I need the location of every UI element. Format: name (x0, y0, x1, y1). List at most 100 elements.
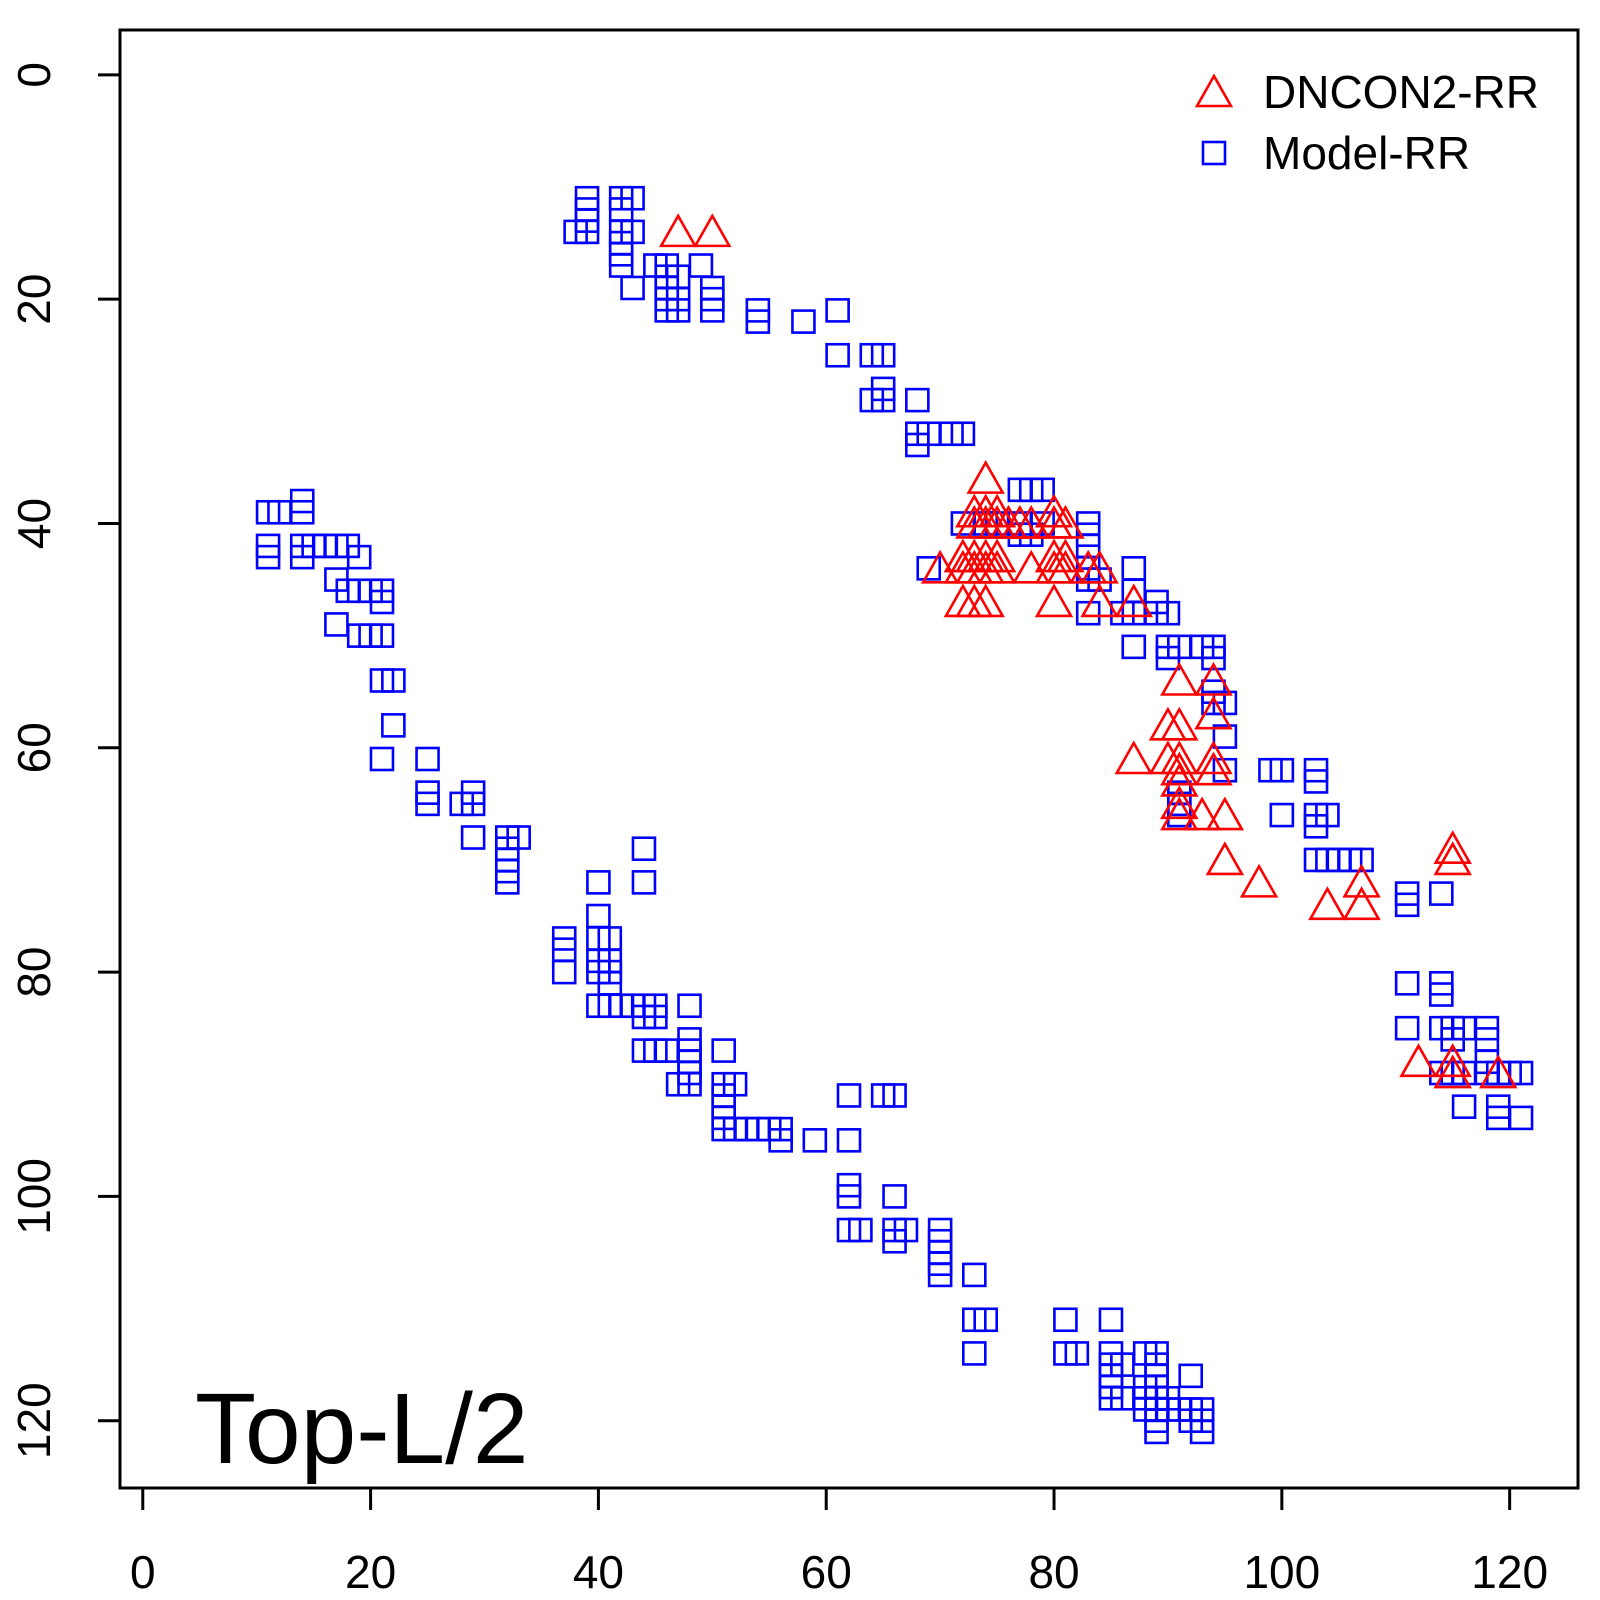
dncon2-rr-point (1182, 796, 1222, 831)
model-rr-point (1508, 1105, 1534, 1131)
model-rr-point (369, 623, 395, 648)
model-rr-point (1269, 802, 1295, 828)
x-tick-label: 60 (801, 1546, 852, 1598)
dncon2-rr-point (1239, 863, 1279, 898)
model-rr-point (1269, 757, 1295, 783)
y-tick-label: 60 (8, 722, 60, 773)
model-rr-point (381, 713, 406, 738)
dncon2-rr-point (1080, 583, 1119, 618)
dncon2-rr-point (1205, 796, 1245, 831)
model-rr-point (802, 1128, 828, 1153)
plot-frame (118, 28, 1580, 1490)
model-rr-point (870, 387, 896, 413)
dncon2-rr-point (1433, 830, 1472, 865)
dncon2-rr-point (955, 583, 994, 618)
model-rr-point (836, 1083, 862, 1108)
model-rr-point (346, 544, 372, 570)
x-axis: 0 20 40 60 80 100 120 (130, 1486, 1548, 1598)
y-tick-label: 40 (8, 498, 60, 549)
dncon2-rr-point (1160, 751, 1199, 786)
model-rr-point (836, 1184, 862, 1209)
dncon2-rr-point (1342, 886, 1381, 921)
series-dncon2-rr (658, 213, 1518, 1089)
dncon2-rr-point (658, 213, 698, 248)
model-rr-point (1303, 813, 1329, 839)
dncon2-rr-point (966, 459, 1005, 494)
model-rr-point (1349, 847, 1374, 873)
model-rr-point (1098, 1307, 1124, 1333)
dncon2-rr-point (1160, 740, 1199, 775)
dncon2-rr-point (1012, 549, 1051, 584)
model-rr-point (643, 1004, 668, 1030)
x-tick-label: 20 (345, 1546, 396, 1598)
dncon2-rr-point (693, 213, 732, 248)
dncon2-rr-point (1194, 740, 1233, 775)
dncon2-rr-point (1046, 549, 1085, 584)
model-rr-point (631, 870, 657, 895)
dncon2-rr-point (1194, 695, 1233, 730)
series-model-rr (255, 185, 1534, 1445)
model-rr-point (1429, 982, 1454, 1007)
model-rr-point (381, 668, 406, 693)
dncon2-rr-point (1160, 762, 1199, 797)
model-rr-point (1451, 1094, 1477, 1119)
model-rr-point (665, 298, 691, 323)
y-axis: 0 20 40 60 80 100 120 (8, 62, 122, 1459)
y-tick-label: 0 (8, 62, 60, 88)
dncon2-rr-point (1433, 1043, 1472, 1078)
model-rr-point (745, 309, 771, 334)
legend-label-dncon2-rr: DNCON2-RR (1263, 66, 1539, 118)
dncon2-rr-point (1034, 583, 1074, 618)
model-rr-point (1121, 556, 1147, 581)
dncon2-rr-point (1433, 1054, 1472, 1089)
dncon2-rr-point (955, 549, 994, 584)
dncon2-rr-point (943, 583, 983, 618)
model-rr-point (825, 298, 850, 323)
model-rr-point (460, 791, 486, 817)
dncon2-rr-point (1205, 841, 1245, 876)
panel-label: Top-L/2 (195, 1373, 529, 1485)
dncon2-rr-point (955, 538, 994, 573)
model-rr-point (460, 825, 486, 850)
model-rr-point (1212, 690, 1238, 716)
x-tick-label: 40 (573, 1546, 624, 1598)
model-rr-point (1075, 600, 1101, 626)
y-tick-label: 120 (8, 1382, 60, 1459)
model-rr-point (1394, 971, 1420, 996)
series-layer (255, 185, 1534, 1445)
model-rr-point (1212, 757, 1238, 783)
model-rr-point (1429, 881, 1454, 906)
x-tick-label: 0 (130, 1546, 156, 1598)
model-rr-point (882, 1184, 907, 1209)
legend-label-model-rr: Model-RR (1263, 127, 1470, 179)
dncon2-rr-point (1160, 796, 1199, 831)
model-rr-point (574, 219, 600, 245)
model-rr-point (677, 993, 702, 1019)
dncon2-rr-point (1308, 886, 1347, 921)
model-rr-point (1144, 1419, 1169, 1445)
x-tick-label: 80 (1028, 1546, 1079, 1598)
model-rr-point (973, 1307, 998, 1333)
model-rr-point (369, 589, 395, 615)
dncon2-rr-point (1148, 706, 1188, 741)
y-tick-label: 100 (8, 1158, 60, 1235)
dncon2-rr-point (966, 583, 1005, 618)
model-rr-point (677, 1071, 702, 1097)
dncon2-rr-point (1433, 841, 1472, 876)
model-rr-point (836, 1128, 862, 1153)
model-rr-point (882, 1228, 907, 1254)
dncon2-rr-point (1194, 661, 1233, 696)
model-rr-point (620, 275, 645, 301)
model-rr-point (961, 1341, 987, 1366)
x-tick-label: 120 (1471, 1546, 1548, 1598)
model-rr-point (825, 342, 850, 368)
dncon2-rr-point (1160, 785, 1199, 820)
dncon2-rr-point (1479, 1054, 1518, 1089)
dncon2-rr-point (1160, 706, 1199, 741)
model-rr-point (1030, 477, 1055, 503)
model-rr-point (961, 1262, 987, 1288)
model-rr-point (882, 1083, 907, 1108)
model-rr-point (905, 432, 930, 458)
model-rr-point (1189, 1408, 1215, 1434)
dncon2-rr-point (1114, 740, 1153, 775)
